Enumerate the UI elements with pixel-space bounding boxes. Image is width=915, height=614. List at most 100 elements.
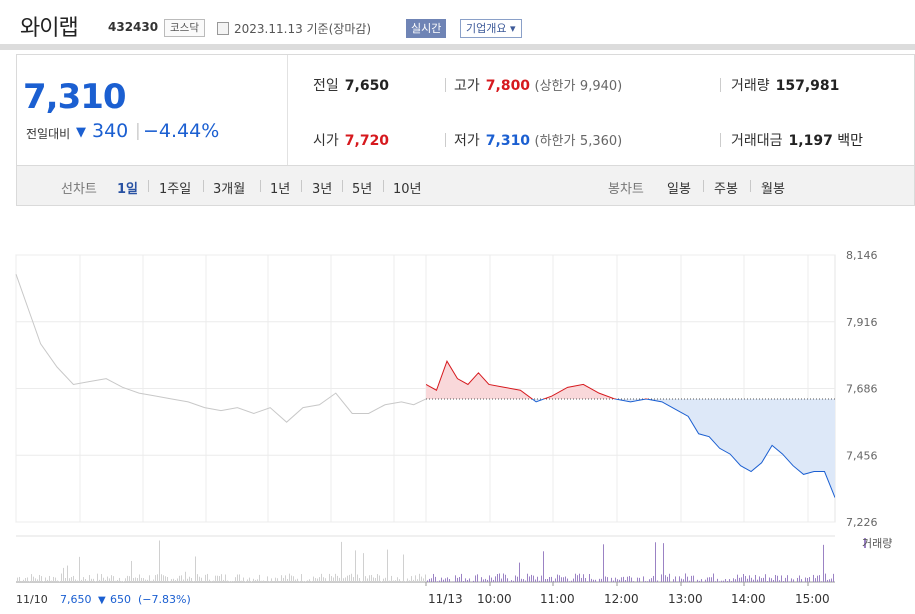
- volume-bar: [41, 576, 42, 582]
- separator: [445, 78, 446, 92]
- volume-bar: [347, 575, 348, 582]
- low-price: 저가 7,310 (하한가 5,360): [454, 130, 622, 150]
- volume-bar: [575, 573, 576, 582]
- high-label: 고가: [454, 78, 480, 94]
- volume-bar: [757, 579, 758, 582]
- volume-bar: [341, 541, 342, 582]
- volume-bar: [357, 574, 358, 582]
- volume-bar: [723, 580, 724, 582]
- volume-bar: [301, 574, 302, 582]
- volume-bar: [343, 578, 344, 582]
- realtime-button[interactable]: 실시간: [406, 19, 447, 38]
- volume-bar: [807, 578, 808, 582]
- volume-bar: [19, 576, 20, 582]
- volume-bar: [239, 574, 240, 582]
- volume-bar: [193, 581, 194, 582]
- volume-bars: [17, 540, 834, 582]
- volume-bar: [577, 575, 578, 582]
- volume-legend-swatch: [864, 538, 866, 548]
- volume-bar: [453, 581, 454, 582]
- tab-daily[interactable]: 일봉: [667, 182, 691, 197]
- volume-bar: [829, 579, 830, 582]
- volume-bar: [777, 575, 778, 582]
- volume-bar: [93, 578, 94, 582]
- volume-bar: [71, 577, 72, 582]
- volume-bar: [291, 575, 292, 582]
- volume-bar: [173, 578, 174, 582]
- volume-bar: [213, 580, 214, 582]
- volume-bar: [409, 580, 410, 582]
- volume-bar: [465, 578, 466, 582]
- volume-bar: [317, 578, 318, 582]
- volume-bar: [705, 579, 706, 582]
- tab-5y[interactable]: 5년: [352, 182, 373, 197]
- volume-bar: [785, 577, 786, 582]
- volume-bar: [57, 580, 58, 582]
- volume-bar: [261, 580, 262, 582]
- volume-bar: [225, 574, 226, 582]
- volume-bar: [185, 571, 186, 582]
- volume-bar: [769, 577, 770, 582]
- volume-bar: [139, 574, 140, 582]
- volume-bar: [105, 579, 106, 582]
- chart-fills: [426, 361, 835, 498]
- tab-monthly[interactable]: 월봉: [761, 182, 785, 197]
- volume-bar: [661, 574, 662, 582]
- volume-bar: [719, 581, 720, 582]
- volume-bar: [283, 577, 284, 582]
- volume-bar: [717, 578, 718, 582]
- volume-bar: [437, 581, 438, 582]
- volume-bar: [91, 578, 92, 582]
- volume-bar: [679, 576, 680, 582]
- volume-bar: [299, 581, 300, 582]
- tab-10y[interactable]: 10년: [393, 182, 422, 197]
- volume-bar: [501, 578, 502, 582]
- volume-bar: [329, 573, 330, 582]
- tab-weekly[interactable]: 주봉: [714, 182, 738, 197]
- tab-1y[interactable]: 1년: [270, 182, 291, 197]
- volume-bar: [805, 577, 806, 582]
- volume-bar: [681, 578, 682, 582]
- volume-bar: [625, 580, 626, 582]
- open-label: 시가: [313, 133, 339, 149]
- volume-bar: [255, 579, 256, 582]
- volume-bar: [697, 579, 698, 582]
- volume-bar: [489, 575, 490, 582]
- volume-bar: [249, 577, 250, 582]
- volume-bar: [677, 581, 678, 582]
- prev-day-change: 650: [110, 593, 131, 606]
- volume-bar: [457, 577, 458, 582]
- volume-bar: [75, 579, 76, 582]
- volume-bar: [627, 576, 628, 582]
- volume-bar: [735, 579, 736, 582]
- volume-bar: [331, 576, 332, 582]
- volume-bar: [391, 575, 392, 582]
- tab-separator: [301, 180, 302, 192]
- today-line-down: [531, 398, 835, 498]
- tab-1d[interactable]: 1일: [117, 182, 139, 197]
- line-chart-label: 선차트: [61, 182, 97, 197]
- candle-chart-label: 봉차트: [608, 182, 644, 197]
- tab-3y[interactable]: 3년: [312, 182, 333, 197]
- volume-bar: [821, 581, 822, 582]
- tab-3m[interactable]: 3개월: [213, 182, 246, 197]
- volume-bar: [137, 578, 138, 582]
- volume-bar: [171, 579, 172, 582]
- volume-bar: [293, 576, 294, 582]
- volume-bar: [223, 579, 224, 582]
- volume-bar: [305, 581, 306, 582]
- y-tick-label: 8,146: [846, 249, 878, 262]
- company-info-dropdown[interactable]: 기업개요 ▾: [460, 19, 522, 38]
- volume-bar: [545, 578, 546, 582]
- volume-bar: [521, 578, 522, 582]
- tab-1w[interactable]: 1주일: [159, 182, 192, 197]
- volume-bar: [389, 580, 390, 582]
- volume-bar: [467, 579, 468, 582]
- down-arrow-icon: ▼: [76, 125, 86, 140]
- lower-limit-label: (하한가: [534, 134, 576, 149]
- volume-bar: [227, 580, 228, 582]
- volume-bar: [799, 575, 800, 582]
- volume-bar: [557, 574, 558, 582]
- volume-bar: [761, 578, 762, 582]
- volume-bar: [441, 577, 442, 582]
